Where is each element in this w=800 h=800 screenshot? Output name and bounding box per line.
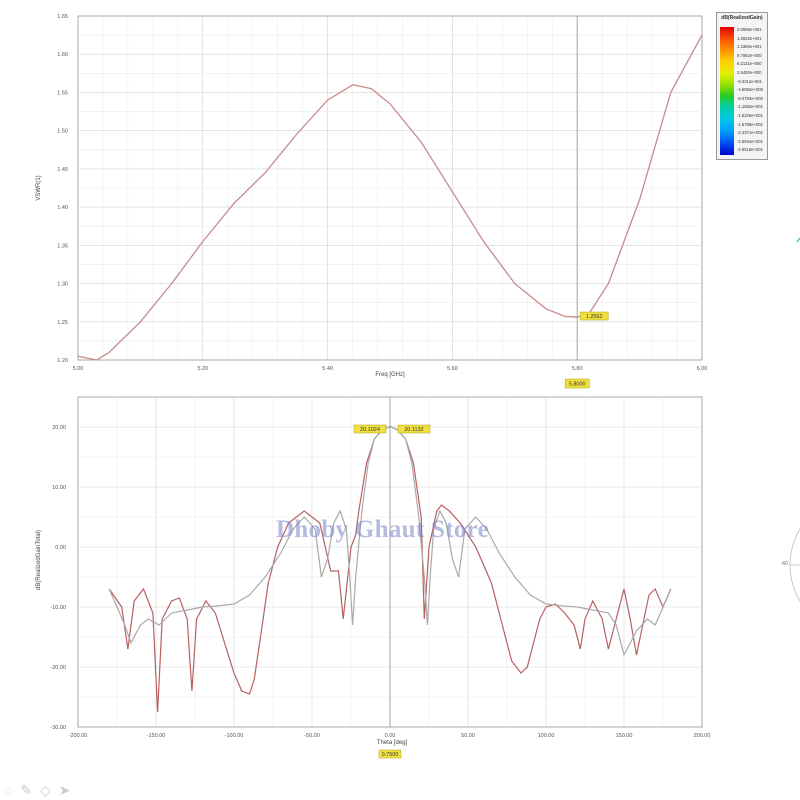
vswr-marker[interactable]: 1.2562 xyxy=(579,311,609,321)
y-tick-label: 1.20 xyxy=(57,358,68,364)
vswr-y-ticks: 1.20 1.25 1.30 1.35 1.40 1.45 1.50 1.55 1.60 1.65 xyxy=(57,14,68,364)
x-tick-label: 6.00 xyxy=(697,366,708,372)
gain-cursor-x-box xyxy=(378,749,402,759)
y-tick-label: 1.45 xyxy=(57,167,68,173)
gain-x-axis-label: Theta [deg] xyxy=(377,740,408,746)
vswr-x-axis-label: Freq [GHz] xyxy=(375,372,405,378)
legend-entry: -1.5225e+001 xyxy=(737,113,763,118)
x-tick-label: 150.00 xyxy=(616,733,633,739)
legend-title: dB(RealizedGain) xyxy=(721,15,763,21)
vswr-grid xyxy=(78,16,702,360)
vswr-cursor-x-box xyxy=(564,378,590,389)
y-tick-label: 20.00 xyxy=(52,425,66,431)
x-tick-label: -50.00 xyxy=(304,733,320,739)
x-tick-label: 200.00 xyxy=(694,733,711,739)
y-tick-label: 0.00 xyxy=(55,545,66,551)
y-tick-label: 10.00 xyxy=(52,485,66,491)
vswr-x-ticks: 5.00 5.20 5.40 5.60 5.80 6.00 xyxy=(73,366,708,372)
gain-cursor-x-label: 0.7500 xyxy=(382,752,399,758)
x-tick-label: 5.40 xyxy=(322,366,333,372)
vswr-plot: 1.20 1.25 1.30 1.35 1.40 1.45 1.50 1.55 1.60 1.65… xyxy=(36,14,708,389)
x-tick-label: -200.00 xyxy=(69,733,88,739)
vswr-cursor-x-readout: 5.8000 xyxy=(564,378,590,389)
chat-icon[interactable]: ◌ xyxy=(4,782,21,798)
legend-entry: -4.5062e+000 xyxy=(737,87,763,93)
y-tick-label: 1.30 xyxy=(57,282,68,288)
polar-tick-label: -60 xyxy=(781,561,788,567)
y-tick-label: -10.00 xyxy=(50,605,66,611)
legend-entry: -1.8798e+001 xyxy=(737,121,763,127)
x-tick-label: -100.00 xyxy=(225,733,244,739)
legend-entry: 9.7862e+000 xyxy=(737,52,762,58)
legend-entry: -1.1652e+001 xyxy=(737,104,763,110)
edit-icon[interactable]: ✎ xyxy=(20,782,41,798)
legend-entry: 2.6400e+000 xyxy=(737,70,762,75)
pointer-icon[interactable]: ➤ xyxy=(58,782,79,798)
y-tick-label: 1.35 xyxy=(57,243,68,249)
vswr-marker-label: 1.2562 xyxy=(586,314,603,320)
gain-y-axis-label: dB(RealizedGainTotal) xyxy=(36,530,42,590)
vswr-y-axis-label: VSWR(1) xyxy=(36,175,42,200)
y-tick-label: 1.65 xyxy=(57,14,68,20)
y-tick-label: 1.50 xyxy=(57,129,68,135)
gain-peak-box-right xyxy=(397,424,431,434)
legend-entry: 2.0506e+001 xyxy=(737,27,762,32)
y-tick-label: 1.25 xyxy=(57,320,68,326)
x-tick-label: 100.00 xyxy=(538,733,555,739)
gain-peak-box-left xyxy=(353,424,387,434)
gain-series-gray-line xyxy=(108,425,672,657)
gain-cursor-x-readout: 0.7500 xyxy=(378,749,402,759)
legend-entry: -2.9518e+001 xyxy=(737,147,763,153)
x-tick-label: 0.00 xyxy=(385,733,396,739)
y-tick-label: 1.40 xyxy=(57,205,68,211)
x-tick-label: 5.80 xyxy=(572,366,583,372)
eraser-icon[interactable]: ◇ xyxy=(40,782,59,798)
legend-entry: -9.3312e-001 xyxy=(737,78,762,84)
gain-peak-label-right: 20.1132 xyxy=(404,427,423,433)
x-tick-label: 5.60 xyxy=(447,366,458,372)
y-tick-label: -30.00 xyxy=(50,725,66,731)
y-tick-label: 1.60 xyxy=(57,52,68,58)
y-tick-label: -20.00 xyxy=(50,665,66,671)
gain-x-ticks: -200.00 -150.00 -100.00 -50.00 0.00 50.00 100.… xyxy=(69,733,711,739)
x-tick-label: -150.00 xyxy=(147,733,166,739)
legend-entry: -2.2371e+001 xyxy=(737,130,763,136)
legend-entry: 1.6933e+001 xyxy=(737,35,762,41)
y-tick-label: 1.55 xyxy=(57,90,68,96)
x-tick-label: 5.20 xyxy=(197,366,208,372)
x-tick-label: 5.00 xyxy=(73,366,84,372)
gain-plot: 20.00 10.00 0.00 -10.00 -20.00 -30.00 -200.00… xyxy=(36,396,711,759)
bottom-toolbar: ◌✎◇➤ xyxy=(4,782,79,799)
color-legend: dB(RealizedGain) 2.0506e+001 1.6933e+001 1… xyxy=(716,12,768,160)
legend-entry: -2.5944e+001 xyxy=(737,138,763,144)
legend-entry: -8.0793e+000 xyxy=(737,95,763,101)
gain-peak-labels: 20.1024 20.1132 xyxy=(353,424,431,434)
watermark: Dhoby Ghaut Store xyxy=(276,516,490,543)
gain-y-ticks: 20.00 10.00 0.00 -10.00 -20.00 -30.00 xyxy=(50,425,66,731)
vswr-marker-label-box xyxy=(579,311,609,321)
legend-color-bar xyxy=(720,27,734,155)
legend-entry: 1.3360e+001 xyxy=(737,44,762,50)
x-tick-label: 50.00 xyxy=(461,733,475,739)
legend-entry: 6.2131e+000 xyxy=(737,61,762,67)
gain-peak-label-left: 20.1024 xyxy=(360,427,380,433)
vswr-cursor-x-label: 5.8000 xyxy=(569,382,586,388)
polar-plot-fragment: -60 xyxy=(781,237,800,602)
gain-series xyxy=(108,425,672,713)
